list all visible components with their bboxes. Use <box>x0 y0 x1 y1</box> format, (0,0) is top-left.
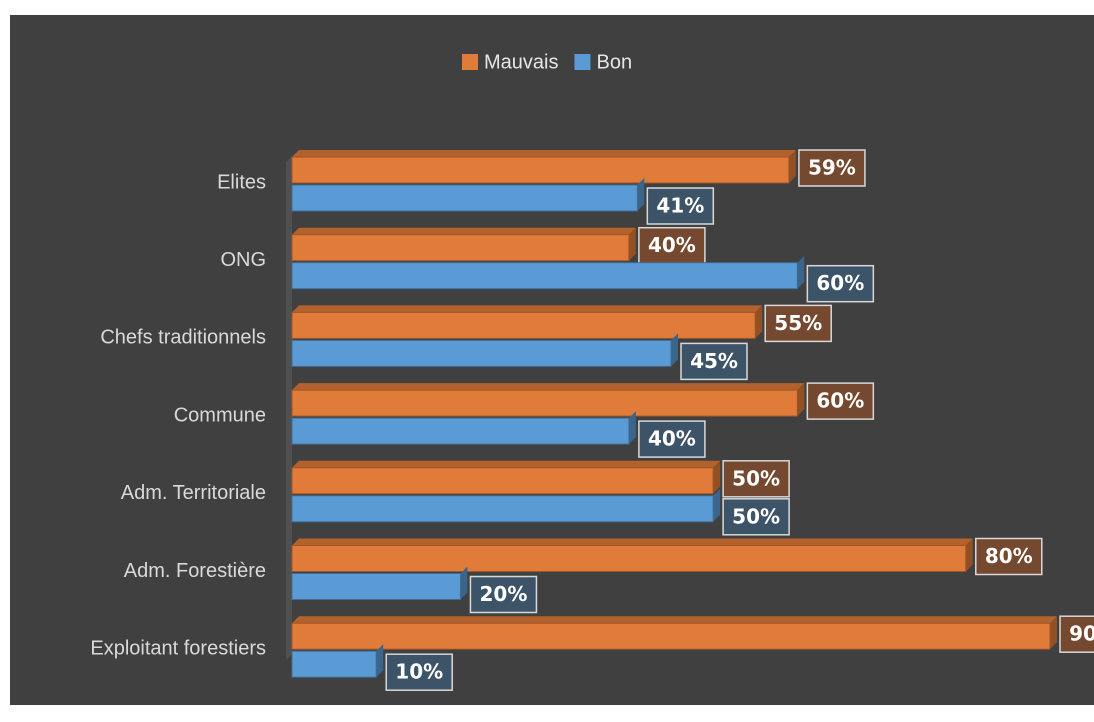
bar-face <box>797 255 805 289</box>
bar-face <box>291 417 630 445</box>
bar <box>291 566 468 600</box>
bar <box>291 488 721 523</box>
bar <box>291 333 678 367</box>
value-label: 20% <box>480 582 528 606</box>
value-label: 40% <box>648 233 696 257</box>
bar <box>291 383 805 417</box>
category-label: Elites <box>217 171 266 193</box>
bar <box>291 538 973 572</box>
bar-face <box>713 460 721 494</box>
bar <box>291 644 384 678</box>
value-label-box <box>722 460 790 498</box>
value-label: 40% <box>648 427 696 451</box>
category-label: Adm. Forestière <box>124 560 266 582</box>
legend-swatch <box>574 54 591 70</box>
bar <box>291 178 645 212</box>
bar-face <box>292 460 721 468</box>
bar-face <box>291 467 714 495</box>
bar-face <box>291 622 1051 650</box>
bar-face <box>291 311 756 339</box>
value-label-box <box>638 226 706 265</box>
bar-face <box>292 305 763 313</box>
value-label: 60% <box>816 389 864 413</box>
value-label: 45% <box>690 349 738 373</box>
bar-face <box>291 234 630 262</box>
value-label-box <box>385 653 453 691</box>
bar-face <box>797 383 805 417</box>
bar-face <box>1050 616 1057 650</box>
bar <box>291 150 796 184</box>
category-label: Exploitant forestiers <box>90 637 266 659</box>
bar-face <box>788 150 796 183</box>
bar-face <box>291 389 798 417</box>
legend-label: Mauvais <box>484 51 558 73</box>
bar-face <box>628 411 636 445</box>
bar-face <box>460 566 468 600</box>
axis-wall <box>286 156 292 660</box>
bar <box>291 411 636 445</box>
bar-face <box>291 262 798 290</box>
bar-face <box>291 650 377 678</box>
bar <box>291 616 1057 650</box>
bar <box>291 255 805 290</box>
value-label: 90% <box>1069 622 1094 646</box>
value-label-box <box>975 537 1043 576</box>
value-label: 50% <box>732 504 780 528</box>
bar-face <box>755 305 763 339</box>
legend-swatch <box>462 54 478 70</box>
bar-face <box>713 488 721 522</box>
value-label: 41% <box>656 194 704 218</box>
bar-face <box>291 545 967 572</box>
value-label-box <box>680 342 748 381</box>
category-label: Commune <box>174 404 266 426</box>
bar-face <box>292 227 636 235</box>
bar-face <box>291 156 790 184</box>
bar-face <box>376 644 384 678</box>
value-label: 80% <box>985 544 1033 568</box>
bar-face <box>291 184 638 212</box>
bar-face <box>291 573 461 600</box>
bar-face <box>292 616 1057 624</box>
bar-face <box>291 495 714 523</box>
bar <box>291 227 636 262</box>
legend-label: Bon <box>596 51 632 73</box>
bar-face <box>292 383 805 391</box>
value-label: 50% <box>732 466 780 490</box>
bar-face <box>628 227 636 261</box>
category-label: Adm. Territoriale <box>121 482 266 504</box>
value-label-box <box>722 498 790 536</box>
value-label: 55% <box>774 311 822 335</box>
value-label: 10% <box>395 660 443 684</box>
bar-face <box>292 150 796 157</box>
value-label-box <box>646 187 715 225</box>
value-label: 60% <box>816 271 864 295</box>
bar <box>291 460 721 495</box>
bar-face <box>292 538 973 546</box>
bar-face <box>291 339 672 367</box>
value-label: 59% <box>808 156 856 180</box>
category-label: ONG <box>220 249 266 271</box>
value-label-box <box>806 264 875 303</box>
value-label-box <box>638 420 706 458</box>
bar-face <box>965 538 973 572</box>
value-label-box <box>806 382 875 420</box>
bar-face <box>671 333 678 367</box>
value-label-box <box>1059 615 1094 653</box>
value-label-box <box>469 575 538 614</box>
bar-face <box>637 178 645 211</box>
bar <box>291 305 763 339</box>
value-label-box <box>798 149 866 187</box>
value-label-box <box>764 304 832 343</box>
category-label: Chefs traditionnels <box>100 327 266 349</box>
